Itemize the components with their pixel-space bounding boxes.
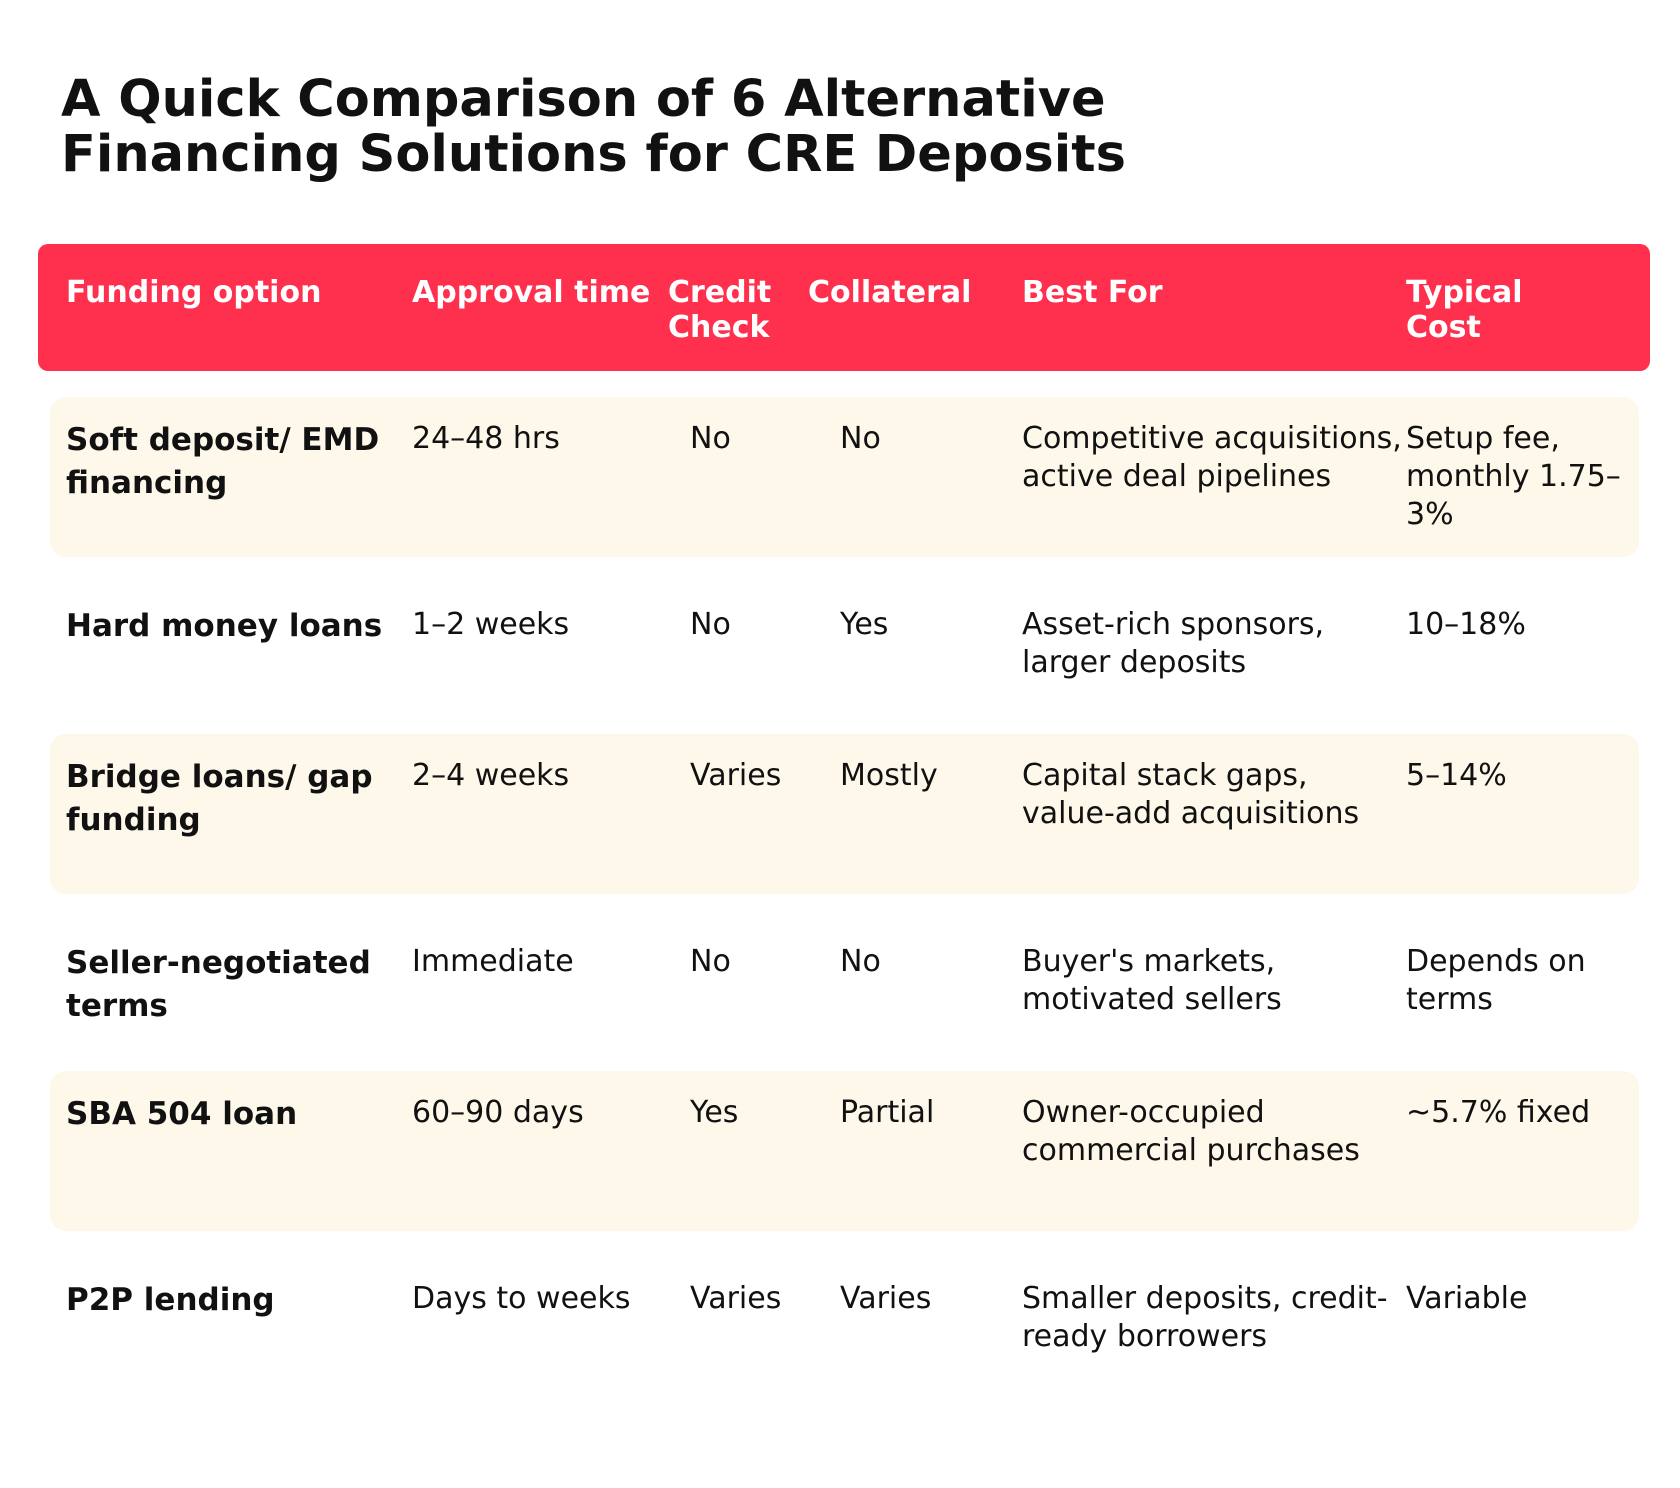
collateral-value: No bbox=[840, 944, 881, 979]
funding-option-name: Seller-negotiated terms bbox=[66, 945, 371, 1024]
page-title: A Quick Comparison of 6 Alternative Fina… bbox=[61, 70, 1126, 184]
approval-time-value: Days to weeks bbox=[412, 1281, 631, 1316]
typical-cost-value: Depends on terms bbox=[1406, 944, 1586, 1017]
table-row: Soft deposit/ EMD financing 24–48 hrs No… bbox=[50, 397, 1639, 557]
table-row: P2P lending Days to weeks Varies Varies … bbox=[50, 1257, 1639, 1417]
credit-check-value: No bbox=[690, 421, 731, 456]
table-row: Bridge loans/ gap funding 2–4 weeks Vari… bbox=[50, 734, 1639, 894]
table-row: SBA 504 loan 60–90 days Yes Partial Owne… bbox=[50, 1071, 1639, 1231]
funding-option-name: Bridge loans/ gap funding bbox=[66, 759, 373, 838]
best-for-value: Capital stack gaps, value-add acquisitio… bbox=[1022, 758, 1360, 831]
column-header-best-for: Best For bbox=[1022, 275, 1163, 310]
typical-cost-value: Setup fee, monthly 1.75– 3% bbox=[1406, 421, 1621, 532]
column-header-funding-option: Funding option bbox=[66, 275, 322, 310]
approval-time-value: Immediate bbox=[412, 944, 574, 979]
funding-option-name: SBA 504 loan bbox=[66, 1096, 298, 1132]
column-header-typical-cost: Typical Cost bbox=[1406, 275, 1523, 345]
best-for-value: Buyer's markets, motivated sellers bbox=[1022, 944, 1282, 1017]
table-row: Seller-negotiated terms Immediate No No … bbox=[50, 920, 1639, 1050]
collateral-value: Partial bbox=[840, 1095, 935, 1130]
table-row: Hard money loans 1–2 weeks No Yes Asset-… bbox=[50, 583, 1639, 713]
funding-option-name: Hard money loans bbox=[66, 608, 383, 644]
collateral-value: Varies bbox=[840, 1281, 932, 1316]
column-header-approval-time: Approval time bbox=[412, 275, 651, 310]
collateral-value: Mostly bbox=[840, 758, 938, 793]
approval-time-value: 24–48 hrs bbox=[412, 421, 560, 456]
collateral-value: Yes bbox=[840, 607, 889, 642]
typical-cost-value: 10–18% bbox=[1406, 607, 1526, 642]
approval-time-value: 2–4 weeks bbox=[412, 758, 570, 793]
funding-option-name: P2P lending bbox=[66, 1282, 275, 1318]
best-for-value: Owner-occupied commercial purchases bbox=[1022, 1095, 1360, 1168]
credit-check-value: No bbox=[690, 607, 731, 642]
funding-option-name: Soft deposit/ EMD financing bbox=[66, 422, 380, 501]
credit-check-value: Yes bbox=[690, 1095, 739, 1130]
credit-check-value: Varies bbox=[690, 758, 782, 793]
approval-time-value: 60–90 days bbox=[412, 1095, 584, 1130]
credit-check-value: No bbox=[690, 944, 731, 979]
best-for-value: Asset-rich sponsors, larger deposits bbox=[1022, 607, 1325, 680]
typical-cost-value: ~5.7% fixed bbox=[1406, 1095, 1591, 1130]
collateral-value: No bbox=[840, 421, 881, 456]
typical-cost-value: 5–14% bbox=[1406, 758, 1507, 793]
column-header-collateral: Collateral bbox=[808, 275, 972, 310]
table-header: Funding option Approval time Credit Chec… bbox=[38, 244, 1650, 371]
best-for-value: Competitive acquisitions, active deal pi… bbox=[1022, 421, 1402, 494]
approval-time-value: 1–2 weeks bbox=[412, 607, 570, 642]
column-header-credit-check: Credit Check bbox=[668, 275, 772, 345]
credit-check-value: Varies bbox=[690, 1281, 782, 1316]
best-for-value: Smaller deposits, credit-ready borrowers bbox=[1022, 1281, 1388, 1354]
typical-cost-value: Variable bbox=[1406, 1281, 1528, 1316]
